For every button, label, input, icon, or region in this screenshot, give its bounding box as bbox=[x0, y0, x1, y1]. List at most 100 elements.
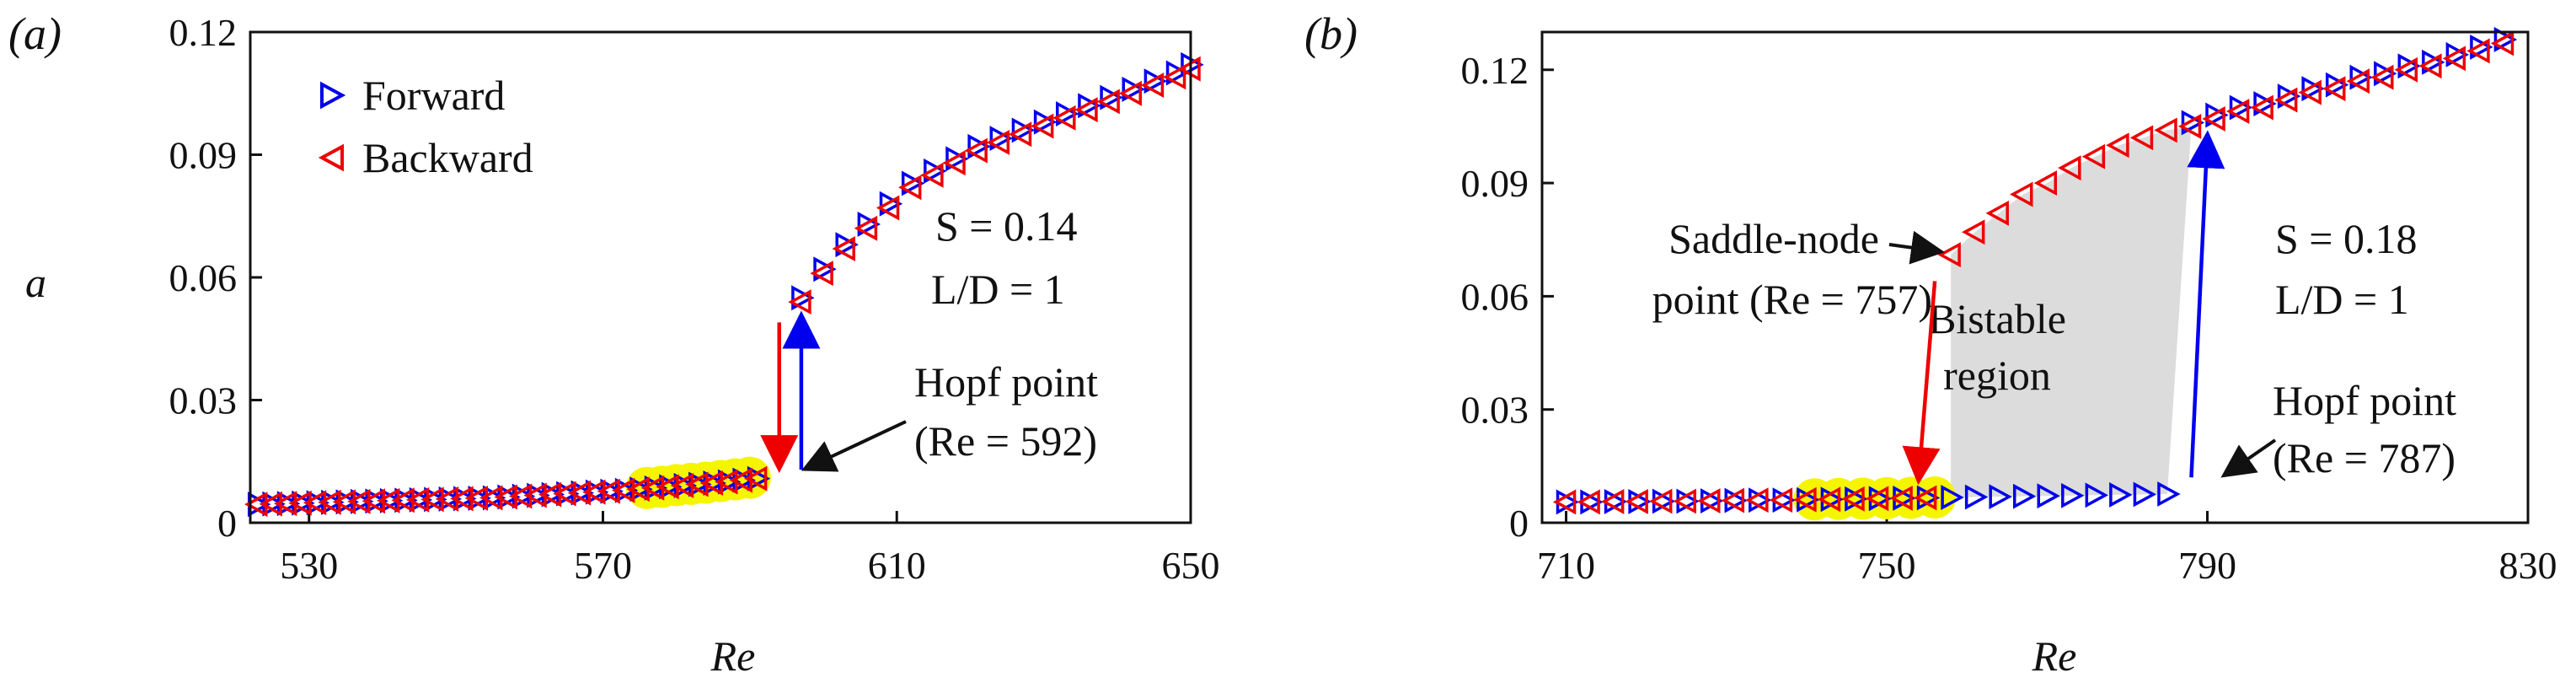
panel-b-backward-point bbox=[1817, 486, 1841, 513]
panel-a-forward-point bbox=[989, 126, 1013, 152]
panel-a-backward-point bbox=[986, 130, 1010, 155]
panel-a-xtick-label: 570 bbox=[574, 544, 632, 587]
panel-a-backward-point bbox=[1030, 113, 1054, 139]
panel-a-backward-point bbox=[964, 137, 988, 164]
panel-b-forward-point bbox=[2012, 483, 2037, 509]
panel-b-s-param: S = 0.18 bbox=[2275, 215, 2418, 262]
panel-b-hopf-title: Hopf point bbox=[2273, 377, 2456, 424]
panel-a-backward-point bbox=[347, 488, 371, 514]
panel-a-backward-point bbox=[450, 486, 474, 512]
panel-a-forward-point bbox=[1122, 76, 1145, 102]
panel-b-backward-point bbox=[2202, 106, 2225, 132]
panel-b-backward-point bbox=[2273, 87, 2298, 113]
panel-b-forward-point bbox=[2374, 61, 2397, 87]
panel-b-y-ticks: 0 0.03 0.06 0.09 0.12 bbox=[1461, 49, 1554, 545]
panel-b-forward-point bbox=[2109, 481, 2133, 508]
panel-a-legend: Forward Backward bbox=[318, 72, 533, 181]
panel-b-backward-point bbox=[1600, 488, 1625, 514]
panel-b-backward-point bbox=[2154, 117, 2177, 143]
panel-b-xtick-label: 790 bbox=[2178, 544, 2236, 587]
panel-b-forward-point bbox=[2470, 34, 2493, 60]
bistable-line1: Bistable bbox=[1928, 295, 2066, 342]
panel-a-backward-point bbox=[876, 195, 900, 221]
panel-a-backward-point bbox=[1096, 89, 1120, 115]
saddle-node-detail: point (Re = 757) bbox=[1652, 276, 1932, 323]
panel-b-label: (b) bbox=[1304, 8, 1358, 59]
panel-b-backward-point bbox=[2466, 38, 2490, 64]
panel-b-backward-point bbox=[1865, 486, 1889, 512]
panel-a-ytick-label: 0.03 bbox=[169, 379, 238, 422]
panel-a-backward-point bbox=[405, 486, 430, 513]
legend-backward-marker bbox=[318, 143, 344, 172]
panel-a-xlabel: Re bbox=[710, 632, 756, 680]
panel-b-backward-point bbox=[1889, 485, 1913, 511]
panel-a-forward-point bbox=[813, 256, 837, 282]
panel-b-backward-point bbox=[1577, 489, 1600, 515]
panel-a-backward-point bbox=[273, 491, 297, 517]
panel-a-backward-point bbox=[810, 261, 833, 287]
panel-b-plot-frame bbox=[1540, 30, 2530, 524]
panel-a-forward-point bbox=[857, 212, 881, 237]
panel-a-forward-point bbox=[1078, 93, 1101, 119]
panel-b-backward-series bbox=[1552, 30, 2514, 515]
panel-b-backward-transition-arrow bbox=[1902, 281, 1941, 486]
panel-b-backward-point bbox=[2394, 56, 2418, 83]
panel-a-backward-point bbox=[244, 492, 268, 518]
panel-a-xtick-label: 650 bbox=[1162, 544, 1220, 587]
panel-b-forward-point bbox=[2397, 53, 2421, 79]
panel-b-forward-point bbox=[2325, 72, 2349, 98]
panel-a-backward-point bbox=[332, 489, 356, 515]
panel-a-y-ticks: 0 0.03 0.06 0.09 0.12 bbox=[169, 11, 262, 545]
panel-b-forward-point bbox=[2205, 102, 2229, 128]
panel-b-forward-point bbox=[2085, 482, 2108, 508]
panel-b-highlight bbox=[1793, 476, 1957, 521]
panel-b-hopf-detail: (Re = 787) bbox=[2273, 434, 2456, 481]
panel-a-plot-frame bbox=[249, 30, 1192, 524]
panel-a-backward-point bbox=[420, 486, 444, 513]
saddle-node-pointer bbox=[1888, 230, 1945, 265]
panel-b-xtick-label: 830 bbox=[2499, 544, 2557, 587]
panel-b-backward-point bbox=[1625, 488, 1648, 514]
panel-a-backward-point bbox=[898, 175, 922, 201]
panel-b-backward-point bbox=[2033, 170, 2058, 196]
panel-a-backward-point bbox=[464, 485, 489, 511]
panel-a-backward-point bbox=[1052, 105, 1076, 131]
panel-b-forward-point bbox=[2493, 27, 2518, 52]
panel-b-forward-point bbox=[2445, 41, 2470, 67]
panel-a-hopf-pointer bbox=[801, 420, 907, 472]
panel-b-ytick-label: 0.12 bbox=[1461, 49, 1529, 92]
panel-b-forward-point bbox=[1941, 485, 1964, 510]
panel-b-xtick-label: 710 bbox=[1537, 544, 1595, 587]
panel-a-ylabel: a bbox=[25, 259, 46, 306]
panel-b-backward-point bbox=[1721, 487, 1745, 513]
panel-a-backward-point bbox=[1118, 80, 1142, 106]
panel-a-backward-point bbox=[743, 465, 768, 492]
panel-b-forward-point bbox=[2229, 94, 2253, 121]
panel-a-forward-point bbox=[1033, 109, 1058, 135]
panel-a-ytick-label: 0.09 bbox=[169, 134, 238, 177]
panel-a-hopf-title: Hopf point bbox=[914, 358, 1098, 406]
panel-b-ld-param: L/D = 1 bbox=[2275, 276, 2409, 323]
panel-b-backward-point bbox=[2081, 143, 2106, 169]
panel-a-forward-point bbox=[967, 133, 991, 159]
panel-b-backward-point bbox=[1673, 488, 1696, 514]
panel-a-backward-point bbox=[920, 162, 944, 188]
panel-a-backward-point bbox=[788, 289, 811, 315]
panel-b-backward-point bbox=[2322, 76, 2346, 102]
panel-b-forward-point bbox=[2061, 482, 2085, 508]
panel-a-label: (a) bbox=[8, 8, 62, 59]
panel-b-forward-point bbox=[2301, 76, 2325, 102]
panel-a-forward-point bbox=[1011, 117, 1036, 143]
panel-a-forward-point bbox=[879, 191, 903, 217]
panel-b-backward-point bbox=[1841, 486, 1865, 512]
panel-b-forward-point bbox=[2253, 91, 2277, 117]
panel-b-forward-point bbox=[1989, 484, 2012, 510]
panel-a-ld-param: L/D = 1 bbox=[931, 266, 1065, 313]
panel-a-backward-point bbox=[1008, 121, 1032, 148]
panel-b-forward-transition-arrow bbox=[2187, 130, 2225, 478]
panel-a-backward-point bbox=[854, 215, 878, 241]
panel-a-backward-point bbox=[391, 487, 415, 513]
panel-b-backward-point bbox=[1769, 487, 1793, 513]
panel-a-forward-point bbox=[835, 232, 859, 258]
panel-a-forward-point bbox=[1143, 68, 1168, 94]
